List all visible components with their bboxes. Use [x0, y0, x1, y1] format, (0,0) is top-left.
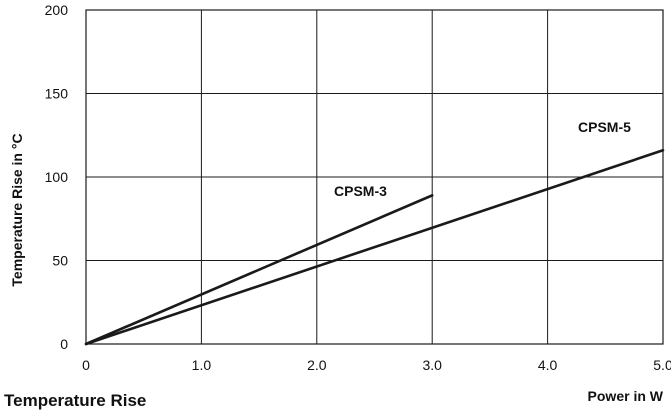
series-line-cpsm-3: [84, 194, 434, 346]
y-tick-label: 0: [60, 336, 68, 352]
y-tick-label: 50: [52, 253, 68, 269]
series-label-cpsm-5: CPSM-5: [578, 119, 631, 135]
series-label-cpsm-3: CPSM-3: [334, 183, 387, 199]
grid: [85, 9, 664, 345]
x-tick-label: 3.0: [422, 357, 442, 373]
y-axis-label: Temperature Rise in °C: [9, 133, 25, 286]
y-tick-label: 100: [45, 169, 69, 185]
chart-caption: Temperature Rise: [4, 391, 146, 410]
y-tick-labels: 0 50 100 150 200: [45, 2, 69, 352]
x-tick-labels: 0 1.0 2.0 3.0 4.0 5.0: [82, 357, 671, 373]
y-tick-label: 200: [45, 2, 69, 18]
series-line-cpsm-5: [84, 148, 665, 346]
x-tick-label: 0: [82, 357, 90, 373]
y-tick-label: 150: [45, 86, 69, 102]
series-lines: [84, 148, 665, 346]
x-axis-label: Power in W: [588, 388, 664, 404]
x-tick-label: 2.0: [307, 357, 327, 373]
x-tick-label: 5.0: [653, 357, 671, 373]
x-tick-label: 1.0: [192, 357, 212, 373]
x-tick-label: 4.0: [538, 357, 558, 373]
